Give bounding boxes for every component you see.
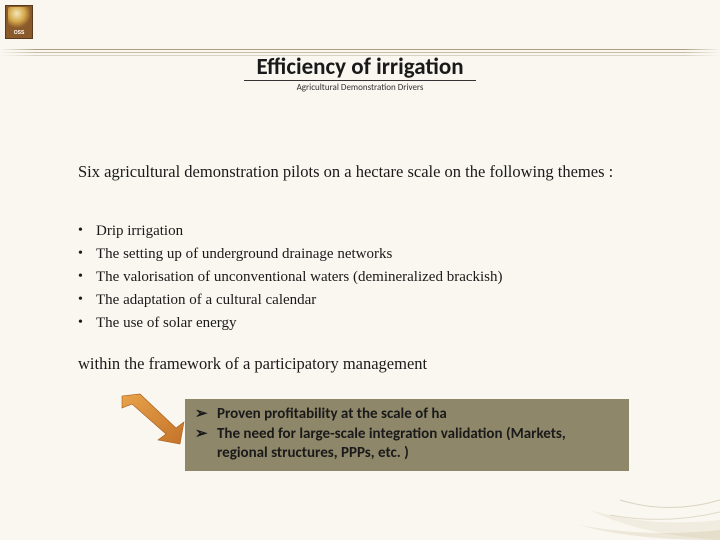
callout-item: ➢ The need for large-scale integration v…	[195, 425, 619, 464]
title-underline	[244, 80, 476, 81]
bullet-text: The adaptation of a cultural calendar	[96, 290, 316, 311]
slide-subtitle: Agricultural Demonstration Drivers	[0, 82, 720, 93]
intro-text: Six agricultural demonstration pilots on…	[78, 162, 658, 183]
callout-text: The need for large-scale integration val…	[217, 425, 619, 464]
bullet-text: Drip irrigation	[96, 221, 183, 242]
callout-box: ➢ Proven profitability at the scale of h…	[185, 399, 629, 471]
bullet-text: The use of solar energy	[96, 313, 237, 334]
bullet-icon: •	[78, 221, 96, 241]
corner-decoration	[580, 440, 720, 540]
oss-logo: OSS	[5, 5, 33, 39]
chevron-icon: ➢	[195, 425, 217, 445]
bullet-icon: •	[78, 244, 96, 264]
outro-text: within the framework of a participatory …	[78, 354, 658, 374]
slide-title: Efficiency of irrigation	[0, 53, 720, 81]
bullet-text: The valorisation of unconventional water…	[96, 267, 503, 288]
list-item: • The use of solar energy	[78, 313, 678, 334]
bullet-text: The setting up of underground drainage n…	[96, 244, 392, 265]
callout-item: ➢ Proven profitability at the scale of h…	[195, 405, 619, 425]
list-item: • Drip irrigation	[78, 221, 678, 242]
bullet-icon: •	[78, 267, 96, 287]
arrow-icon	[116, 392, 188, 448]
logo-image	[8, 7, 30, 29]
bullet-list: • Drip irrigation • The setting up of un…	[78, 221, 678, 336]
list-item: • The adaptation of a cultural calendar	[78, 290, 678, 311]
bullet-icon: •	[78, 313, 96, 333]
logo-label: OSS	[14, 30, 25, 36]
list-item: • The valorisation of unconventional wat…	[78, 267, 678, 288]
callout-text: Proven profitability at the scale of ha	[217, 405, 447, 425]
bullet-icon: •	[78, 290, 96, 310]
chevron-icon: ➢	[195, 405, 217, 425]
list-item: • The setting up of underground drainage…	[78, 244, 678, 265]
